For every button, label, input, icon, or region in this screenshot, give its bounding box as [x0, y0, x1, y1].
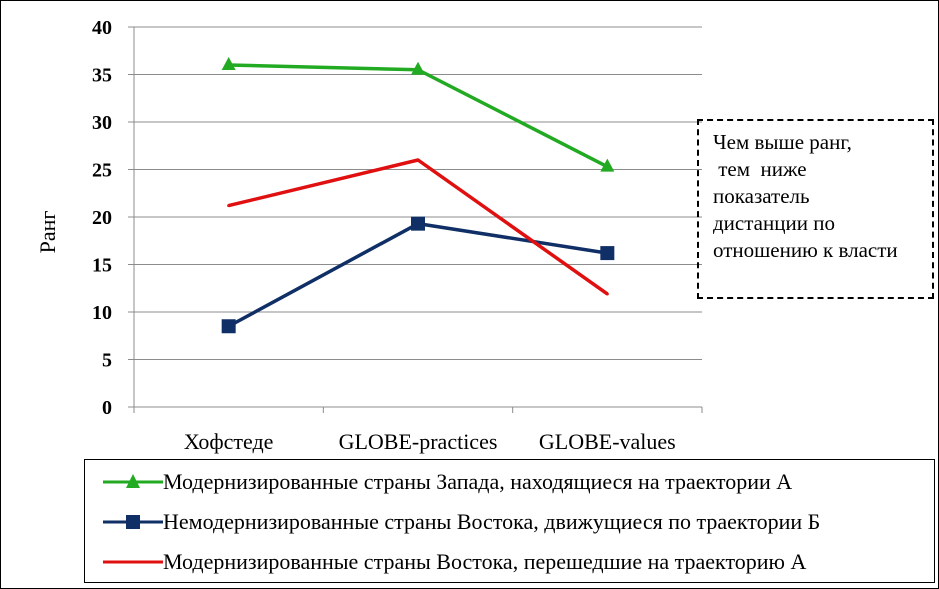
axes	[128, 26, 703, 413]
y-tick-label: 40	[92, 17, 112, 39]
gridlines	[134, 26, 702, 360]
y-tick-labels: 0 5 10 15 20 25 30 35 40	[92, 17, 112, 419]
legend: Модернизированные страны Запада, находящ…	[84, 459, 935, 583]
data-point	[416, 158, 420, 162]
y-tick-label: 5	[102, 350, 112, 372]
legend-swatch-east-modern	[103, 560, 163, 564]
series-1	[221, 216, 615, 334]
y-tick-label: 0	[102, 397, 112, 419]
y-axis-label: Ранг	[35, 211, 60, 254]
y-tick-label: 35	[92, 65, 112, 87]
data-point	[221, 319, 236, 334]
y-tick-label: 25	[92, 160, 112, 182]
annotation-note: Чем выше ранг, тем ниже показатель диста…	[697, 119, 934, 299]
series-lines	[221, 57, 615, 334]
data-point	[600, 158, 615, 172]
y-tick-label: 15	[92, 255, 112, 277]
series-line	[227, 221, 608, 328]
y-tick-label: 10	[92, 302, 112, 324]
legend-label-east-modern: Модернизированные страны Востока, переше…	[163, 549, 807, 574]
data-point	[605, 292, 609, 296]
x-tick-label: GLOBE-practices	[339, 429, 498, 454]
x-tick-label: Хофстеде	[184, 429, 274, 454]
legend-label-west: Модернизированные страны Запада, находящ…	[163, 469, 793, 494]
data-point	[411, 61, 425, 75]
legend-item-west: Модернизированные страны Запада, находящ…	[85, 462, 934, 502]
x-tick-label: GLOBE-values	[539, 429, 676, 454]
legend-item-east-modern: Модернизированные страны Востока, переше…	[85, 542, 934, 582]
legend-swatch-west	[103, 474, 163, 488]
legend-item-east-nonmodern: Немодернизированные страны Востока, движ…	[85, 502, 934, 542]
data-point	[411, 216, 425, 231]
x-tick-labels: Хофстеде GLOBE-practices GLOBE-values	[184, 429, 676, 454]
legend-swatch-east-nonmodern	[103, 515, 163, 529]
legend-label-east-nonmodern: Немодернизированные страны Востока, движ…	[163, 509, 821, 534]
series-line	[228, 63, 609, 169]
data-point	[221, 57, 236, 70]
y-tick-label: 20	[92, 207, 112, 229]
series-2	[227, 158, 609, 296]
data-point	[227, 204, 231, 208]
y-tick-label: 30	[92, 112, 112, 134]
series-0	[221, 57, 615, 172]
data-point	[600, 246, 615, 261]
